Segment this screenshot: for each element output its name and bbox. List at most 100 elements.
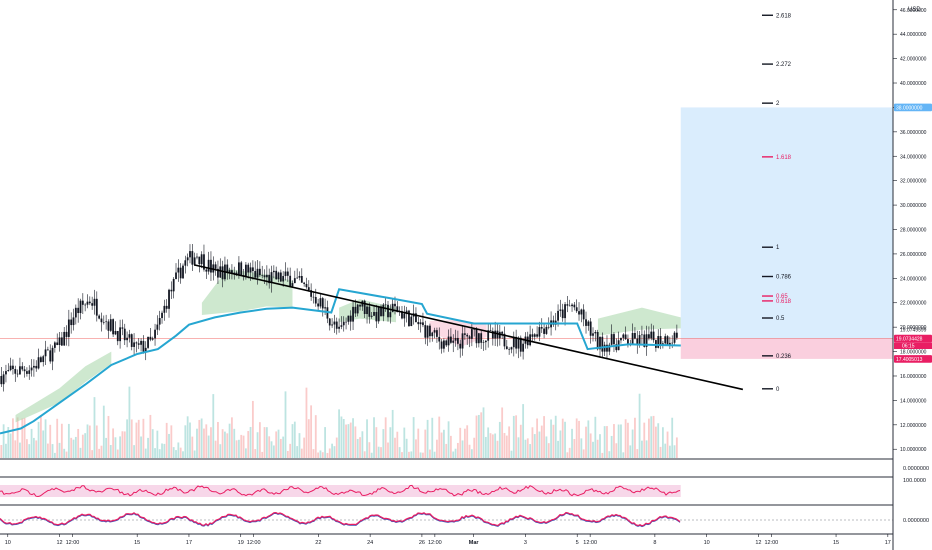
candle-body (580, 309, 583, 315)
candle-body (44, 349, 47, 357)
candle-body (79, 300, 82, 314)
candle-body (643, 334, 646, 347)
volume-bar (608, 451, 611, 458)
main-price-pane[interactable]: 2.618 2.272 2 1.618 1 0.786 0.650.618 0.5 0.236 0 (0, 13, 893, 458)
candle-body (210, 259, 212, 273)
candle-body (349, 315, 352, 322)
time-axis-label: 8 (653, 540, 656, 546)
volume-bar (366, 419, 368, 458)
candle-body (86, 301, 89, 305)
long-position-tool[interactable] (680, 107, 893, 359)
candle-body (144, 347, 147, 352)
candle-body (5, 371, 7, 375)
volume-bar (272, 445, 275, 458)
candle-body (634, 333, 636, 339)
candle-body (149, 336, 152, 340)
volume-bar (46, 443, 49, 458)
candle-body (112, 319, 115, 335)
candle-body (533, 334, 536, 337)
volume-bar (2, 424, 5, 458)
volume-bar (505, 435, 508, 458)
descending-trendline[interactable] (193, 264, 744, 391)
volume-bar (620, 424, 622, 458)
volume-bar (12, 418, 14, 458)
price-axis-label: 30.0000000 (900, 203, 927, 209)
volume-bar (163, 443, 166, 458)
candle-body (226, 264, 229, 273)
candle-body (531, 334, 534, 337)
volume-bar (389, 427, 392, 458)
volume-bar (286, 450, 289, 458)
volume-bar (72, 439, 75, 458)
volume-bar (545, 436, 548, 458)
volume-bar (247, 431, 250, 458)
time-axis[interactable]: 10 12 12:00 15 17 19 12:00 22 24 26 12:00 Mar 3 5 12:0… (5, 534, 891, 546)
candle-body (543, 328, 545, 334)
volume-bar (321, 452, 324, 458)
volume-bar (207, 435, 210, 458)
candle-body (627, 339, 629, 345)
volume-bar (193, 450, 196, 458)
volume-bar (596, 439, 599, 458)
fibonacci-extension-levels[interactable]: 2.618 2.272 2 1.618 1 0.786 0.650.618 0.5 0.236 0 (762, 13, 792, 393)
candle-body (7, 370, 10, 372)
volume-bar (191, 436, 194, 458)
loss-zone[interactable] (680, 338, 893, 359)
candle-body (289, 275, 292, 287)
baseline-indicator-line (0, 288, 681, 435)
candle-body (272, 270, 275, 273)
candle-body (491, 330, 494, 339)
volume-bar (345, 424, 347, 458)
profit-zone[interactable] (680, 107, 893, 339)
time-axis-label: 15 (833, 540, 839, 546)
candle-body (275, 270, 278, 280)
volume-bar (107, 415, 110, 458)
candle-body (265, 274, 268, 278)
candle-body (368, 306, 371, 317)
volume-bar (214, 440, 217, 458)
volume-bar (489, 433, 492, 458)
candle-body (648, 334, 650, 339)
volume-bar (23, 417, 26, 458)
candle-body (95, 298, 98, 316)
candle-body (620, 337, 622, 341)
candle-body (347, 315, 350, 322)
volume-bar (238, 439, 240, 458)
volume-bar (270, 441, 273, 458)
candle-body (231, 270, 233, 275)
candle-body (589, 321, 592, 336)
volume-bar (503, 432, 506, 458)
candle-body (19, 366, 21, 375)
candle-body (72, 317, 75, 326)
candle-body (23, 369, 26, 372)
volume-bar (133, 445, 135, 458)
upper-price-label: 19.0749599 (900, 328, 927, 334)
cloud-patch (597, 307, 681, 336)
candle-body (415, 313, 417, 323)
volume-bar (324, 427, 327, 458)
candle-body (238, 262, 240, 275)
candle-body (356, 304, 359, 314)
candle-body (58, 337, 61, 345)
candle-body (517, 337, 520, 349)
volume-bar (436, 439, 438, 458)
candle-body (389, 312, 392, 318)
volume-bar (559, 430, 562, 458)
volume-bar (165, 422, 168, 458)
price-axis-label: 36.0000000 (900, 130, 927, 136)
candle-body (51, 347, 54, 362)
volume-bar (14, 440, 17, 458)
volume-bar (459, 427, 462, 458)
volume-bar (370, 452, 373, 458)
fib-level-label: 0.65 (776, 294, 788, 300)
candle-body (373, 311, 375, 316)
candle-body (142, 340, 145, 352)
candle-body (42, 356, 45, 363)
candle-body (140, 340, 142, 345)
fib-level-label: 2.272 (776, 62, 792, 68)
stop-price-tag: 17.4005013 (896, 357, 923, 363)
currency-label: USD (908, 7, 921, 13)
volume-bar (137, 419, 140, 458)
volume-bar (447, 421, 450, 458)
